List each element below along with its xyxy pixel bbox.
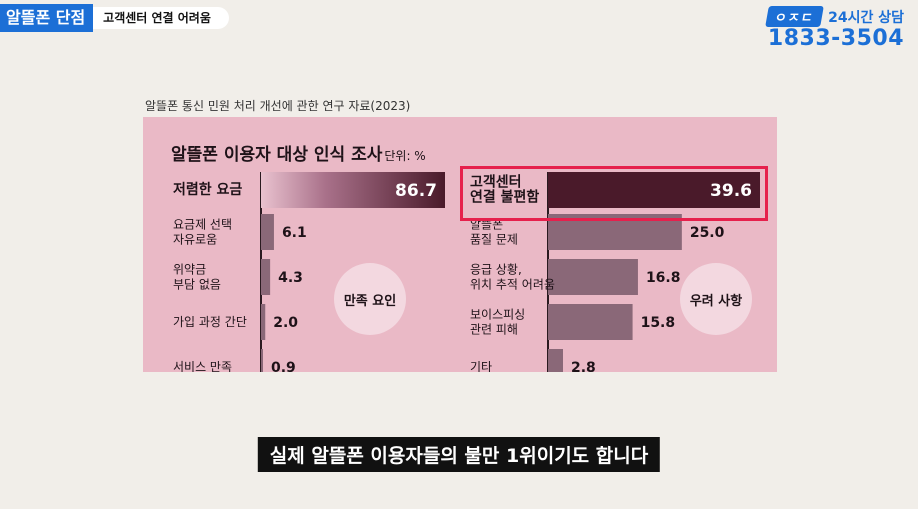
chart-panel: 알뜰폰 이용자 대상 인식 조사 단위: % 86.7 저렴한 요금 6.1 요금제 선… [143, 117, 777, 372]
brand-logo: ㅇㅈㄷ 24시간 상담 1833-3504 [765, 6, 904, 51]
brand-badge: ㅇㅈㄷ [765, 6, 824, 27]
header-title: 알뜰폰 단점 [0, 4, 94, 32]
group-label-concerns: 우려 사항 [680, 263, 752, 335]
header-bar: 알뜰폰 단점 고객센터 연결 어려움 [0, 4, 229, 32]
brand-hours: 24시간 상담 [828, 9, 904, 26]
category-label: 위약금 부담 없음 [173, 262, 221, 292]
category-label: 응급 상황, 위치 추적 어려움 [470, 263, 555, 292]
bar [548, 349, 563, 372]
category-label: 서비스 만족 [173, 360, 232, 372]
video-caption: 실제 알뜰폰 이용자들의 불만 1위이기도 합니다 [257, 437, 661, 472]
bar [261, 304, 266, 340]
header-subtitle: 고객센터 연결 어려움 [93, 7, 229, 29]
value-label: 4.3 [278, 270, 303, 286]
category-label: 가입 과정 간단 [173, 315, 247, 329]
chart-title: 알뜰폰 이용자 대상 인식 조사 단위: % [171, 140, 426, 165]
category-label: 알뜰폰 품질 문제 [470, 218, 518, 247]
category-label: 요금제 선택 자유로움 [173, 218, 232, 247]
bar [261, 349, 263, 372]
category-label: 보이스피싱 관련 피해 [470, 308, 525, 337]
value-label: 0.9 [271, 360, 296, 372]
value-label: 86.7 [395, 181, 437, 201]
bar [548, 172, 760, 208]
chart-title-text: 알뜰폰 이용자 대상 인식 조사 [171, 145, 383, 165]
bar-chart: 86.7 저렴한 요금 6.1 요금제 선택 자유로움 4.3 위약금 부담 없음 2.0 가입 … [173, 172, 760, 372]
category-label: 기타 [470, 360, 492, 372]
bar [261, 259, 271, 295]
value-label: 25.0 [690, 225, 725, 241]
source-caption: 알뜰폰 통신 민원 처리 개선에 관한 연구 자료(2023) [145, 99, 411, 113]
category-label: 고객센터 연결 불편함 [470, 174, 539, 206]
value-label: 6.1 [282, 225, 307, 241]
bar [548, 304, 633, 340]
value-label: 39.6 [710, 181, 752, 201]
brand-phone: 1833-3504 [767, 26, 904, 51]
group-label-satisfaction: 만족 요인 [334, 263, 406, 335]
value-label: 15.8 [641, 315, 676, 331]
bar [261, 214, 274, 250]
bar [261, 172, 445, 208]
value-label: 2.8 [571, 360, 596, 372]
chart-unit: 단위: % [384, 149, 426, 163]
category-label: 저렴한 요금 [173, 182, 242, 198]
value-label: 16.8 [646, 270, 681, 286]
value-label: 2.0 [273, 315, 298, 331]
highlight-box [460, 166, 768, 221]
bar [548, 259, 638, 295]
